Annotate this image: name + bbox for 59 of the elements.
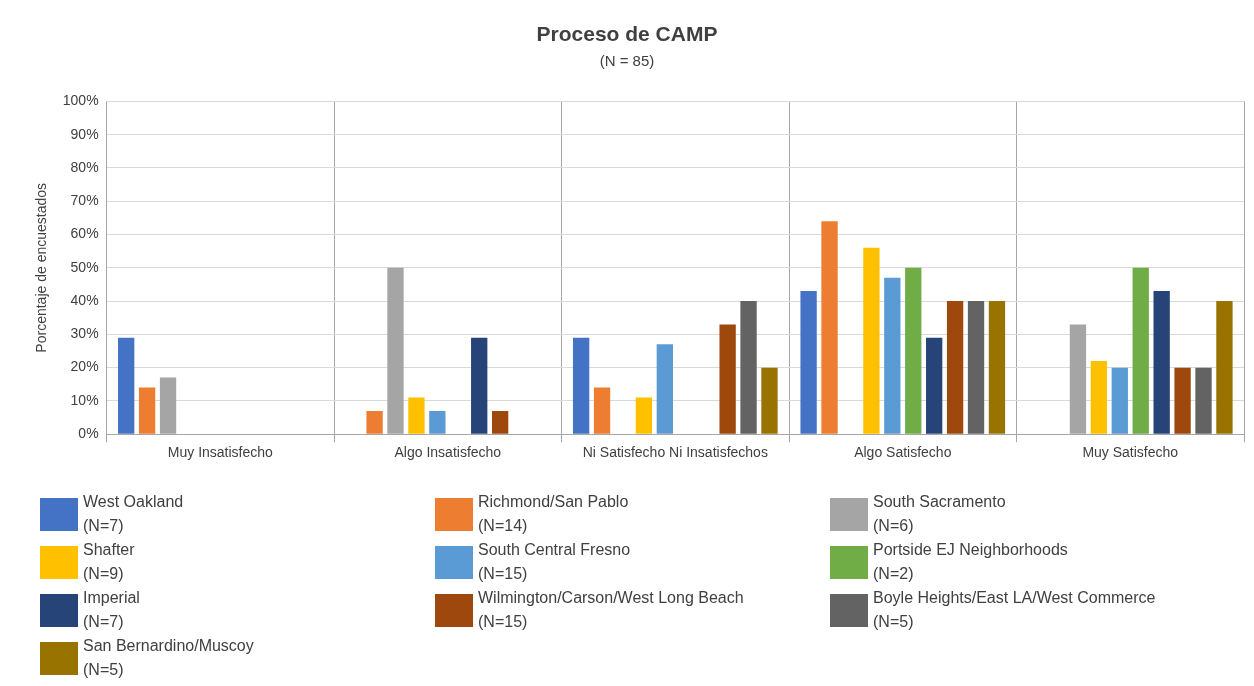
bar — [656, 344, 673, 434]
bar — [719, 324, 736, 434]
bar — [1111, 367, 1128, 434]
legend-label: Shafter (N=9) — [83, 540, 135, 584]
bar — [1153, 291, 1170, 434]
y-tick-label: 80% — [70, 158, 99, 175]
y-tick-label: 30% — [70, 325, 99, 342]
y-tick-label: 70% — [70, 192, 99, 209]
bar — [572, 337, 590, 434]
bar — [408, 397, 425, 434]
legend-label: Richmond/San Pablo (N=14) — [478, 492, 629, 536]
bar — [1090, 360, 1108, 434]
bar — [593, 387, 611, 434]
bar — [1216, 301, 1233, 434]
bar — [761, 367, 778, 434]
bar — [946, 301, 964, 434]
legend-label: Portside EJ Neighborhoods (N=2) — [873, 540, 1068, 584]
legend-label: Boyle Heights/East LA/West Commerce (N=5) — [873, 588, 1156, 632]
bar — [1174, 367, 1191, 434]
bar — [1132, 267, 1149, 434]
bar — [988, 301, 1006, 434]
legend-label: Wilmington/Carson/West Long Beach (N=15) — [478, 588, 744, 632]
x-tick-label: Algo Satisfecho — [854, 444, 952, 461]
y-tick-label: 90% — [70, 125, 99, 142]
y-tick-label: 50% — [70, 258, 99, 275]
chart-subtitle: (N = 85) — [598, 52, 656, 69]
x-tick-label: Ni Satisfecho Ni Insatisfechos — [582, 444, 768, 461]
y-tick-label: 10% — [70, 391, 99, 408]
x-tick-label: Muy Insatisfecho — [167, 444, 274, 461]
chart-title: Proceso de CAMP — [535, 22, 719, 46]
y-tick-label: 60% — [70, 225, 99, 242]
bar — [1195, 367, 1212, 434]
bar — [366, 410, 383, 434]
bar — [800, 291, 817, 434]
x-tick-label: Muy Satisfecho — [1082, 444, 1179, 461]
bar — [967, 301, 985, 434]
bar — [491, 410, 509, 434]
bar — [926, 337, 943, 434]
bar — [863, 247, 880, 434]
y-tick-label: 100% — [62, 92, 99, 109]
bar — [884, 277, 901, 434]
x-tick-label: Algo Insatisfecho — [394, 444, 502, 461]
bar — [429, 410, 446, 434]
bar — [905, 267, 922, 434]
y-tick-label: 40% — [70, 291, 99, 308]
legend-label: Imperial (N=7) — [83, 588, 140, 632]
y-tick-label: 0% — [78, 425, 99, 442]
bar — [635, 397, 653, 434]
legend-label: San Bernardino/Muscoy (N=5) — [83, 636, 254, 680]
bar — [471, 337, 488, 434]
bar — [118, 337, 135, 434]
y-axis-title: Porcentaje de encuestados — [33, 182, 50, 353]
legend-label: South Sacramento (N=6) — [873, 492, 1006, 536]
bar — [138, 387, 156, 434]
y-tick-label: 20% — [70, 358, 99, 375]
legend-label: West Oakland (N=7) — [83, 492, 184, 536]
bar — [740, 301, 757, 434]
bar — [821, 221, 838, 434]
legend-label: South Central Fresno (N=15) — [478, 540, 631, 584]
